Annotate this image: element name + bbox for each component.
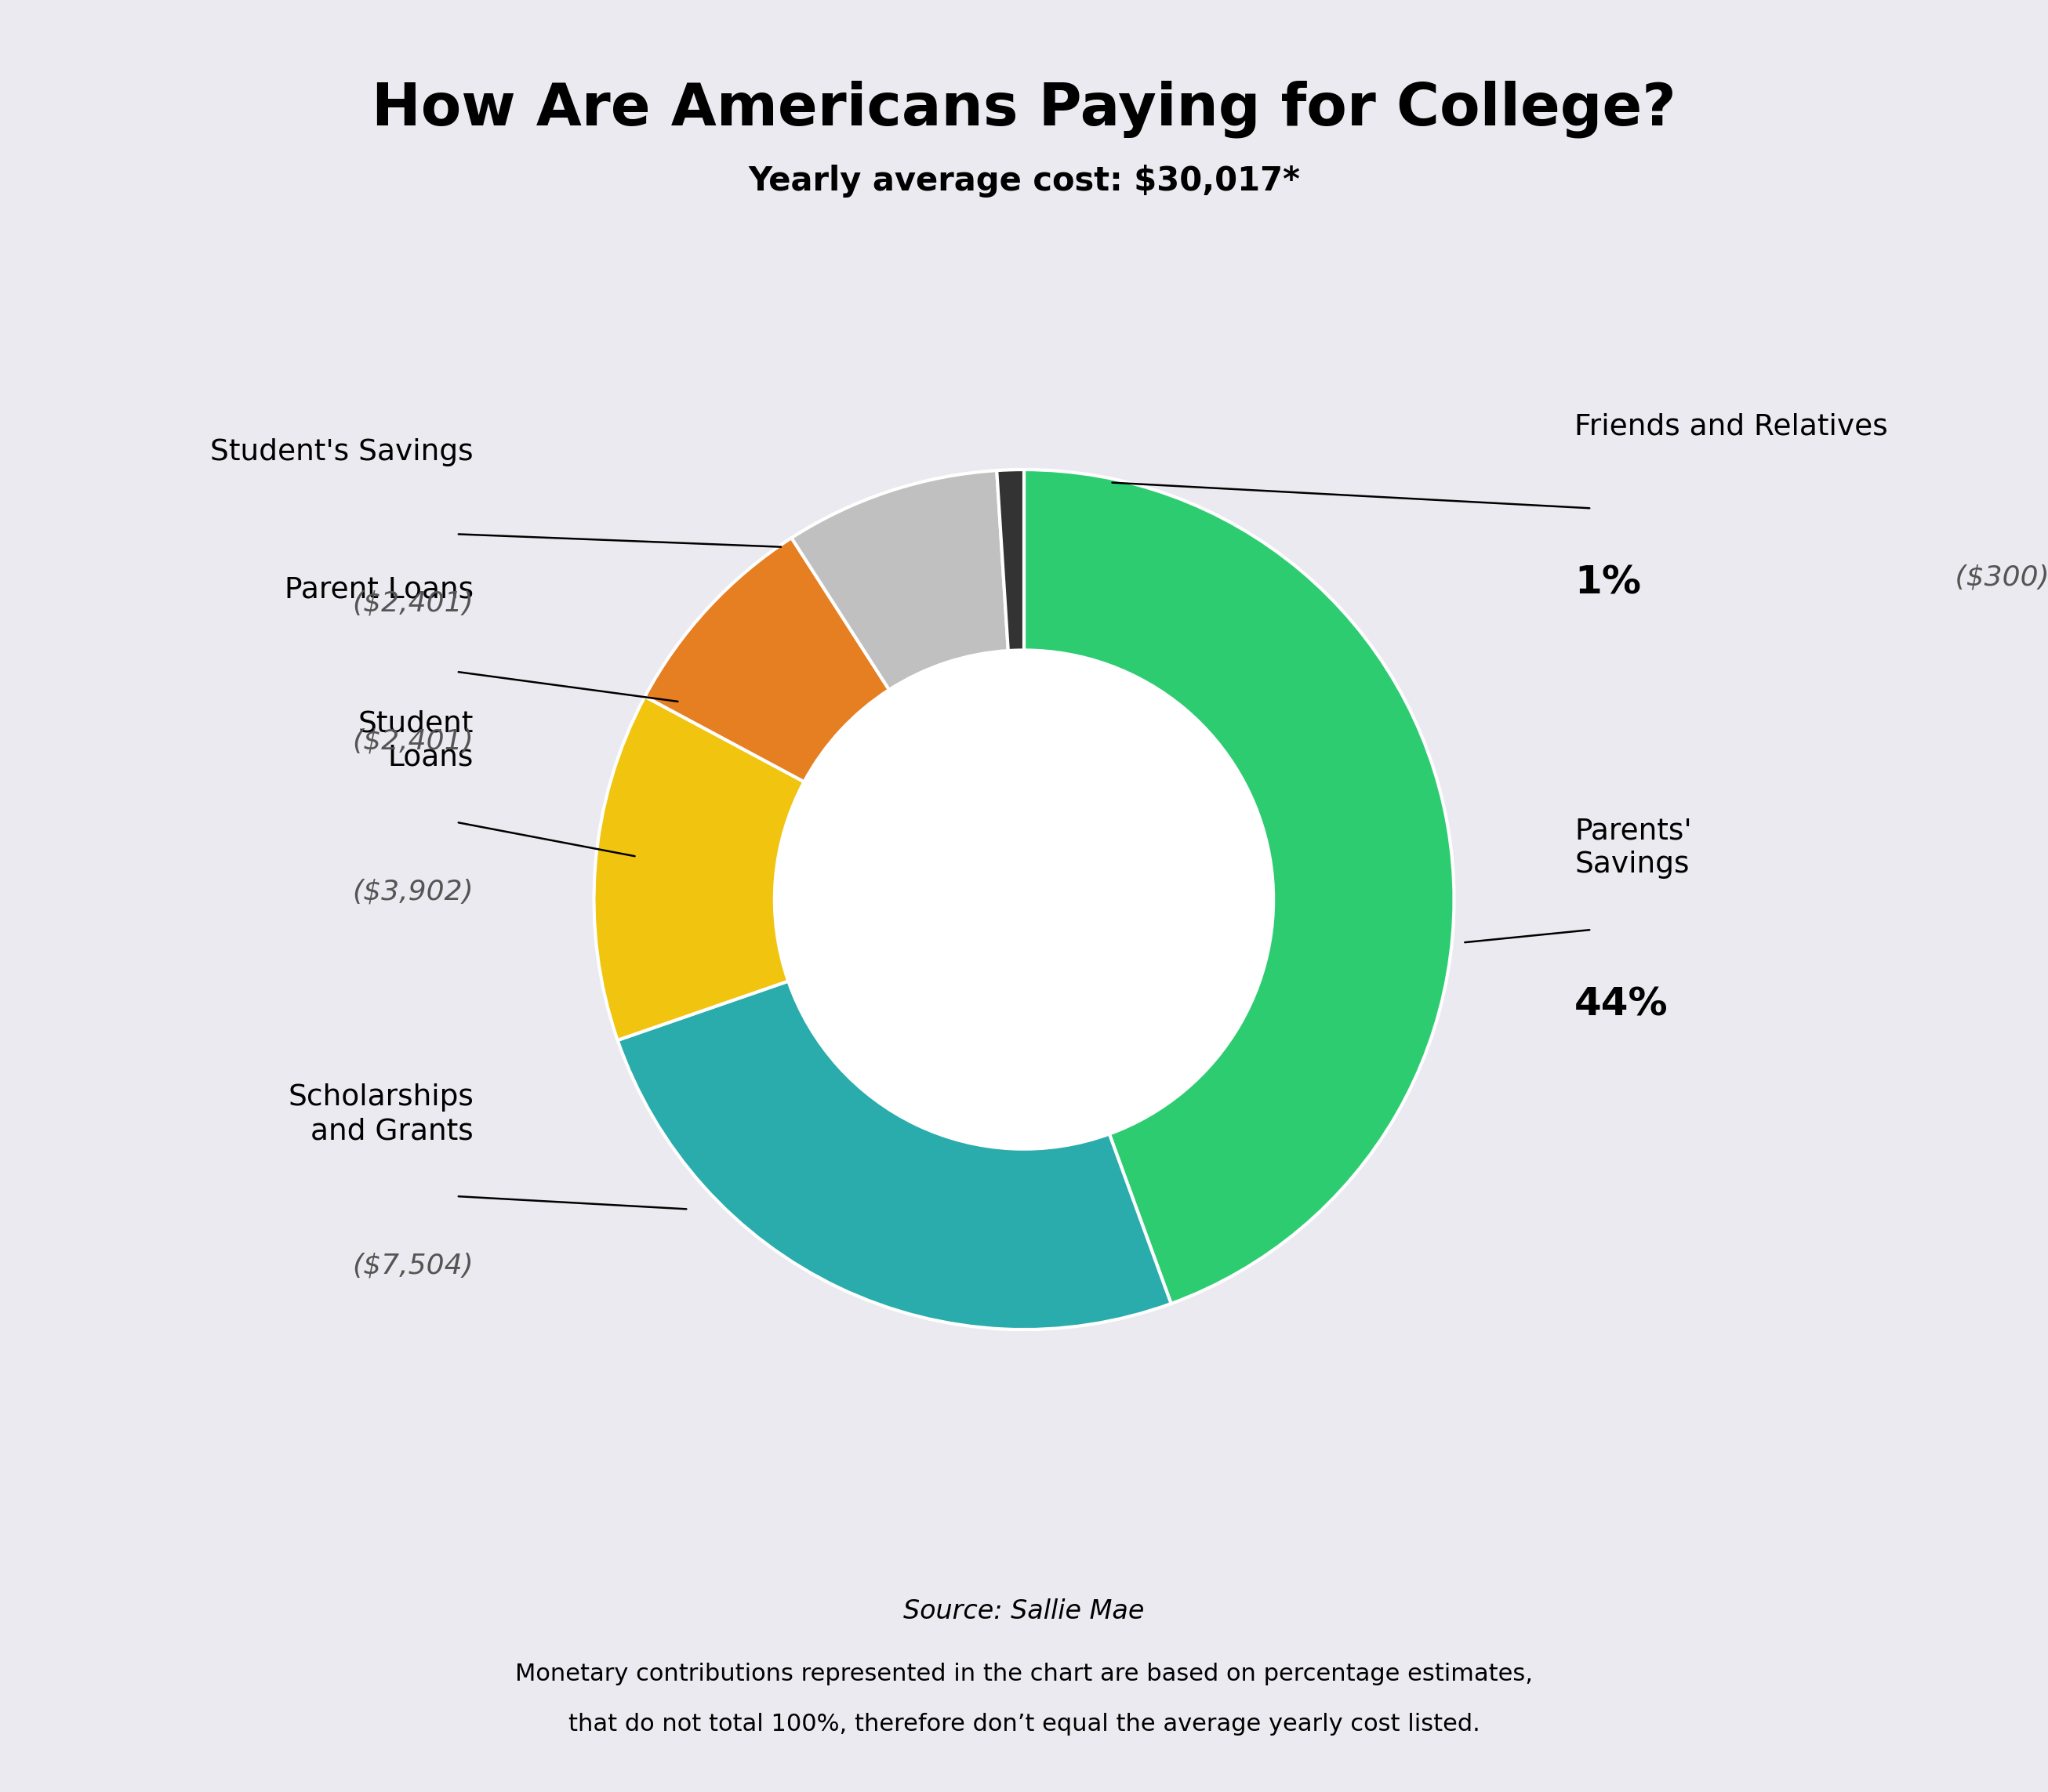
Text: Friends and Relatives: Friends and Relatives <box>1575 412 1888 441</box>
Wedge shape <box>594 697 805 1039</box>
Text: ($7,504): ($7,504) <box>352 1253 473 1279</box>
Wedge shape <box>618 982 1171 1330</box>
Text: Monetary contributions represented in the chart are based on percentage estimate: Monetary contributions represented in th… <box>516 1663 1532 1686</box>
Circle shape <box>774 650 1274 1149</box>
Wedge shape <box>791 471 1008 690</box>
Text: Yearly average cost: $30,017*: Yearly average cost: $30,017* <box>748 165 1300 197</box>
Wedge shape <box>645 538 889 781</box>
Text: Source: Sallie Mae: Source: Sallie Mae <box>903 1598 1145 1624</box>
Text: ($300): ($300) <box>1946 564 2048 591</box>
Text: Parent Loans: Parent Loans <box>285 575 473 604</box>
Wedge shape <box>997 470 1024 650</box>
Text: 1%: 1% <box>1575 564 1640 602</box>
Text: ($2,401): ($2,401) <box>352 590 473 616</box>
Text: How Are Americans Paying for College?: How Are Americans Paying for College? <box>373 81 1675 138</box>
Text: 44%: 44% <box>1575 986 1669 1023</box>
Wedge shape <box>1024 470 1454 1303</box>
Text: Parents'
Savings: Parents' Savings <box>1575 817 1692 878</box>
Text: Student's Savings: Student's Savings <box>211 439 473 466</box>
Text: Scholarships
and Grants: Scholarships and Grants <box>289 1084 473 1145</box>
Text: that do not total 100%, therefore don’t equal the average yearly cost listed.: that do not total 100%, therefore don’t … <box>567 1713 1481 1736</box>
Text: Student
Loans: Student Loans <box>358 710 473 771</box>
Text: ($2,401): ($2,401) <box>352 728 473 754</box>
Text: ($3,902): ($3,902) <box>352 878 473 905</box>
